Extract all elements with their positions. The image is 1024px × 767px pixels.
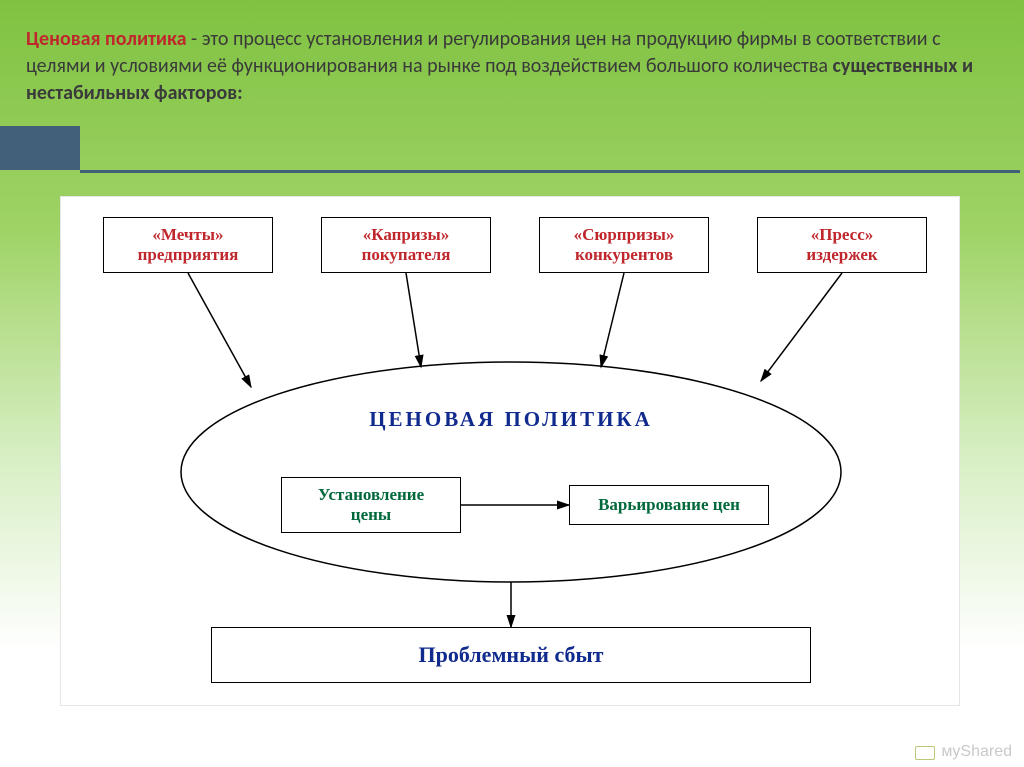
arrow [761,273,842,381]
presentation-icon [915,744,935,760]
node-top2: «Капризы»покупателя [321,217,491,273]
node-top4: «Пресс»издержек [757,217,927,273]
slide-heading: Ценовая политика - это процесс установле… [26,26,994,107]
node-mid2: Варьирование цен [569,485,769,525]
ellipse-title: ЦЕНОВАЯ ПОЛИТИКА [261,407,761,432]
node-out: Проблемный сбыт [211,627,811,683]
watermark-text: мyShared [941,743,1012,761]
node-top1: «Мечты»предприятия [103,217,273,273]
arrow [406,273,421,367]
accent-bar [0,126,80,170]
arrow [188,273,251,387]
center-ellipse [181,362,841,582]
arrow [601,273,624,367]
heading-term: Ценовая политика [26,27,187,51]
watermark: мyShared [915,743,1012,761]
node-top3: «Сюрпризы»конкурентов [539,217,709,273]
diagram-canvas: ЦЕНОВАЯ ПОЛИТИКА «Мечты»предприятия «Капр… [60,196,960,706]
slide: Ценовая политика - это процесс установле… [0,0,1024,767]
node-mid1: Установлениецены [281,477,461,533]
